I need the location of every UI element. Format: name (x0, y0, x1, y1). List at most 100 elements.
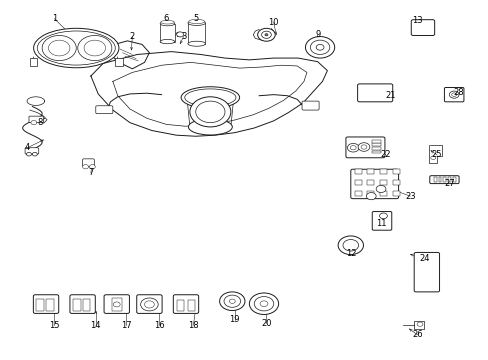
Circle shape (357, 143, 369, 151)
Circle shape (375, 185, 385, 193)
Text: 2: 2 (129, 32, 135, 41)
Circle shape (224, 295, 240, 307)
Circle shape (144, 301, 154, 308)
FancyBboxPatch shape (137, 295, 162, 314)
Bar (354, 191, 361, 196)
Text: 19: 19 (229, 315, 240, 324)
Bar (379, 180, 386, 185)
Text: 13: 13 (411, 16, 422, 25)
Bar (433, 177, 436, 182)
Bar (371, 150, 380, 153)
Circle shape (82, 165, 88, 169)
Bar (438, 177, 441, 182)
Bar (379, 191, 386, 196)
Bar (354, 168, 361, 174)
Text: 9: 9 (314, 30, 320, 39)
Circle shape (113, 302, 120, 307)
Text: 16: 16 (154, 321, 164, 330)
Ellipse shape (187, 41, 205, 46)
Bar (443, 177, 446, 182)
Circle shape (451, 93, 456, 96)
Text: 23: 23 (404, 192, 415, 201)
Circle shape (337, 236, 363, 255)
Ellipse shape (188, 119, 232, 135)
Text: 1: 1 (52, 14, 57, 23)
FancyBboxPatch shape (371, 212, 391, 230)
FancyBboxPatch shape (429, 176, 458, 184)
Ellipse shape (34, 28, 119, 68)
FancyBboxPatch shape (410, 20, 434, 36)
Ellipse shape (160, 22, 174, 26)
Text: 5: 5 (193, 14, 198, 23)
FancyBboxPatch shape (345, 137, 384, 158)
FancyBboxPatch shape (70, 295, 95, 314)
Text: 21: 21 (385, 91, 395, 100)
Circle shape (31, 121, 37, 125)
FancyBboxPatch shape (82, 159, 94, 167)
Bar (354, 180, 361, 185)
FancyBboxPatch shape (25, 148, 39, 154)
Circle shape (257, 28, 275, 41)
FancyBboxPatch shape (413, 252, 439, 292)
Circle shape (42, 36, 76, 60)
Circle shape (316, 44, 324, 50)
Circle shape (189, 97, 230, 127)
Bar (379, 168, 386, 174)
FancyBboxPatch shape (444, 87, 463, 102)
Bar (187, 300, 194, 311)
Text: 28: 28 (453, 87, 464, 96)
Circle shape (366, 193, 375, 200)
Bar (371, 140, 380, 143)
Text: 11: 11 (375, 219, 386, 228)
Circle shape (195, 101, 224, 123)
Circle shape (254, 297, 273, 311)
FancyBboxPatch shape (33, 295, 59, 314)
Bar (82, 299, 90, 311)
Bar (392, 180, 399, 185)
Bar (452, 177, 455, 182)
Circle shape (141, 298, 158, 311)
Bar (177, 300, 183, 311)
Bar (392, 191, 399, 196)
Bar (30, 58, 37, 66)
Bar (366, 168, 373, 174)
Circle shape (310, 40, 329, 54)
Bar (447, 177, 450, 182)
Circle shape (260, 301, 267, 307)
Bar (371, 147, 380, 150)
Circle shape (416, 322, 422, 326)
Text: 27: 27 (443, 179, 454, 188)
Text: 12: 12 (346, 249, 356, 258)
Circle shape (360, 145, 366, 149)
Circle shape (342, 239, 358, 251)
Text: 25: 25 (431, 150, 442, 159)
Text: 7: 7 (88, 168, 93, 177)
Circle shape (84, 40, 105, 56)
Bar (392, 168, 399, 174)
Circle shape (26, 152, 31, 156)
Bar (187, 23, 205, 44)
FancyBboxPatch shape (357, 84, 392, 102)
Text: 10: 10 (268, 18, 279, 27)
Text: 3: 3 (181, 32, 186, 41)
Bar (73, 299, 81, 311)
Ellipse shape (187, 21, 205, 26)
Text: 24: 24 (419, 255, 429, 264)
FancyBboxPatch shape (104, 295, 129, 314)
Ellipse shape (37, 31, 115, 65)
Circle shape (448, 91, 458, 98)
Circle shape (219, 292, 244, 311)
Circle shape (229, 299, 235, 303)
Text: 15: 15 (49, 321, 60, 330)
Ellipse shape (188, 19, 204, 24)
Bar (36, 299, 44, 311)
Circle shape (379, 213, 386, 219)
Circle shape (78, 36, 112, 60)
Bar (366, 191, 373, 196)
Circle shape (176, 32, 183, 37)
Circle shape (430, 156, 435, 159)
Circle shape (264, 34, 267, 36)
Circle shape (261, 31, 271, 39)
Circle shape (32, 152, 37, 156)
Text: 8: 8 (37, 118, 42, 127)
